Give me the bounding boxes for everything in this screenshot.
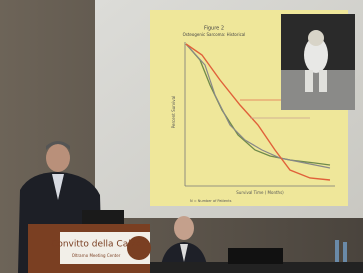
footnote: N = Number of Patients — [190, 199, 232, 203]
laptop — [82, 210, 124, 226]
page: Figure 2 Osteogenic Sarcoma: Historical … — [0, 0, 363, 273]
podium-tagline: Oltrarno Meeting Center — [72, 253, 121, 258]
astronaut-photo — [281, 14, 355, 110]
figure-title: Figure 2 — [204, 26, 224, 32]
podium-brand: Convitto della Calza — [51, 240, 141, 250]
y-axis-label: Percent Survival — [171, 96, 176, 128]
figure-subtitle: Osteogenic Sarcoma: Historical — [183, 32, 246, 37]
bottle — [335, 240, 339, 262]
x-axis-label: Survival Time ( Months) — [236, 190, 284, 195]
monitor — [228, 248, 283, 264]
bottle — [343, 242, 347, 262]
photo: Figure 2 Osteogenic Sarcoma: Historical … — [0, 0, 363, 273]
